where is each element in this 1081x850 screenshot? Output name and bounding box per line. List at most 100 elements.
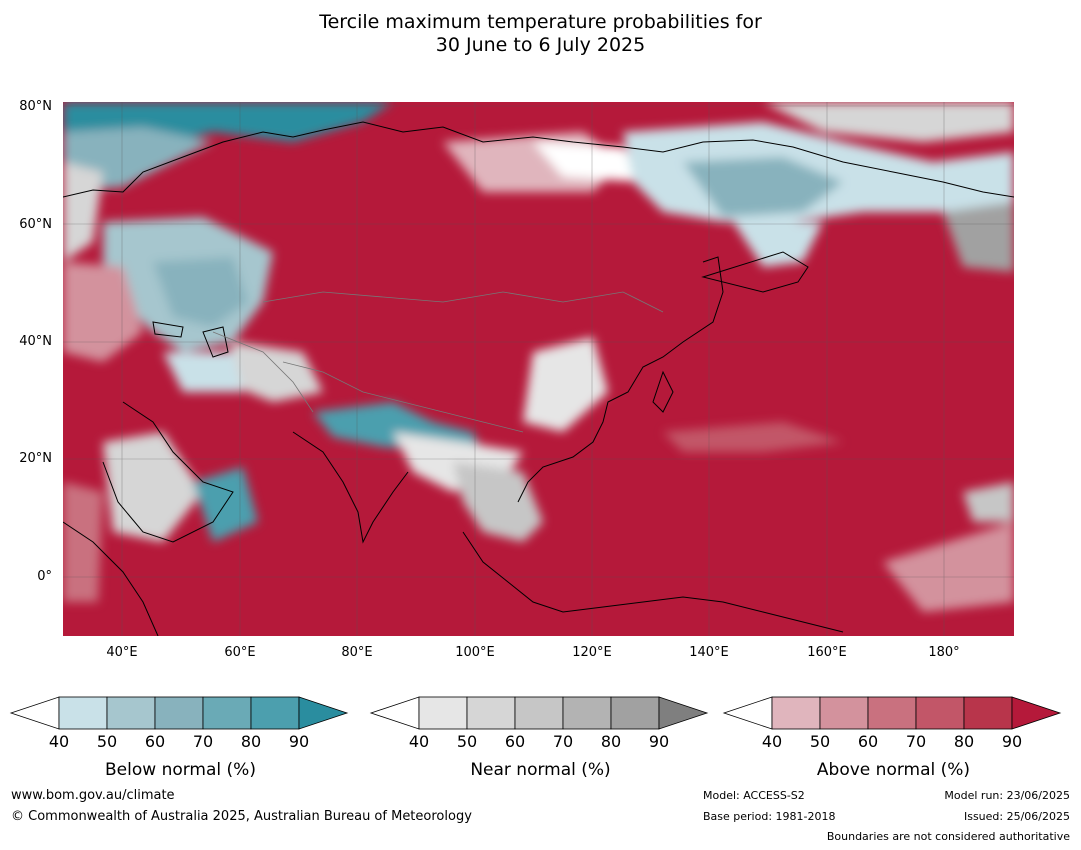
west-europe-near-region	[63, 162, 103, 262]
east-siberia-below-core	[683, 157, 843, 217]
above-legend-tick: 50	[810, 732, 830, 751]
border-line-1	[262, 291, 664, 313]
above-normal-colorbar: 40 50 60 70 80 90	[722, 696, 1062, 751]
below-legend-low-extension	[9, 696, 60, 730]
arctic-east-near-region	[763, 102, 1014, 142]
above-legend-high-extension	[1011, 696, 1062, 730]
map-layer	[63, 102, 1014, 636]
lon-label-180: 180°	[928, 645, 960, 660]
border-line-3	[212, 331, 314, 413]
arctic-coastline	[63, 121, 1014, 198]
lon-label-40e: 40°E	[106, 645, 138, 660]
near-legend-tick: 80	[601, 732, 621, 751]
issued-date: Issued: 25/06/2025	[963, 810, 1070, 823]
above-legend-tick: 60	[858, 732, 878, 751]
above-legend-tick: 70	[906, 732, 926, 751]
near-legend-high-extension	[658, 696, 709, 730]
near-normal-legend-title: Near normal (%)	[470, 760, 611, 780]
coastlines	[63, 121, 1014, 636]
maritime-coastline	[462, 531, 844, 633]
pacific-band-region	[663, 422, 843, 452]
caspian-coastline	[202, 326, 229, 358]
bering-near-region	[943, 202, 1014, 272]
arabia-coastline	[102, 401, 234, 543]
lon-label-140e: 140°E	[689, 645, 729, 660]
lat-label-60n: 60°N	[19, 217, 52, 232]
near-legend-bin-5	[610, 696, 660, 730]
map-title-line2: 30 June to 6 July 2025	[435, 34, 646, 56]
above-legend-tick: 90	[1002, 732, 1022, 751]
north-china-near-region	[523, 337, 608, 432]
near-legend-tick: 60	[505, 732, 525, 751]
lon-label-120e: 120°E	[572, 645, 612, 660]
near-legend-bin-3	[514, 696, 564, 730]
below-legend-tick: 80	[241, 732, 261, 751]
below-normal-colorbar: 40 50 60 70 80 90	[9, 696, 349, 751]
near-legend-low-extension	[369, 696, 420, 730]
lat-label-80n: 80°N	[19, 99, 52, 114]
below-legend-bin-3	[154, 696, 204, 730]
above-legend-tick: 80	[954, 732, 974, 751]
east-europe-above-light	[63, 262, 143, 362]
below-legend-tick: 60	[145, 732, 165, 751]
east-asia-coastline	[517, 256, 724, 503]
boundaries-disclaimer: Boundaries are not considered authoritat…	[826, 830, 1070, 843]
lon-label-160e: 160°E	[807, 645, 847, 660]
below-legend-high-extension	[298, 696, 349, 730]
kazakh-below-core	[153, 257, 248, 327]
below-legend-tick: 70	[193, 732, 213, 751]
near-legend-tick: 70	[553, 732, 573, 751]
near-legend-bin-2	[466, 696, 516, 730]
africa-coastline	[63, 521, 159, 636]
below-legend-tick: 90	[289, 732, 309, 751]
website-link[interactable]: www.bom.gov.au/climate	[11, 788, 175, 803]
above-legend-low-extension	[722, 696, 773, 730]
above-legend-bin-3	[867, 696, 917, 730]
above-legend-bin-1	[771, 696, 821, 730]
above-legend-tick: 40	[762, 732, 782, 751]
forecast-map	[63, 102, 1014, 636]
lat-label-40n: 40°N	[19, 334, 52, 349]
near-legend-tick: 40	[409, 732, 429, 751]
india-coastline	[292, 431, 409, 544]
okhotsk-below-region	[733, 222, 823, 267]
below-legend-bin-5	[250, 696, 300, 730]
base-period: Base period: 1981-2018	[703, 810, 836, 823]
lon-label-100e: 100°E	[455, 645, 495, 660]
above-legend-bin-2	[819, 696, 869, 730]
siberia-neutral-region	[533, 142, 643, 182]
lon-label-60e: 60°E	[224, 645, 256, 660]
kamchatka-coastline	[701, 251, 809, 293]
above-legend-bin-5	[963, 696, 1013, 730]
graticule	[63, 102, 1014, 636]
map-title-line1: Tercile maximum temperature probabilitie…	[319, 11, 762, 33]
near-normal-colorbar: 40 50 60 70 80 90	[369, 696, 709, 751]
near-legend-tick: 50	[457, 732, 477, 751]
turkey-below-light	[163, 352, 243, 392]
pacific-near-region	[963, 482, 1014, 522]
near-legend-bin-1	[418, 696, 468, 730]
above-legend-bin-4	[915, 696, 965, 730]
below-legend-tick: 40	[49, 732, 69, 751]
below-legend-bin-1	[58, 696, 108, 730]
indochina-near-region	[453, 462, 543, 542]
below-legend-tick: 50	[97, 732, 117, 751]
below-legend-bin-4	[202, 696, 252, 730]
lat-label-20n: 20°N	[19, 451, 52, 466]
model-name: Model: ACCESS-S2	[703, 789, 805, 802]
below-normal-legend-title: Below normal (%)	[105, 760, 256, 780]
black-sea-coastline	[152, 321, 184, 338]
japan-coastline	[652, 370, 674, 413]
below-legend-bin-2	[106, 696, 156, 730]
lon-label-80e: 80°E	[341, 645, 373, 660]
pacific-above-light	[883, 522, 1014, 612]
africa-above-light	[63, 482, 103, 602]
horn-of-africa-below-region	[193, 467, 258, 542]
lat-label-equator: 0°	[37, 569, 52, 584]
border-line-2	[282, 361, 524, 433]
model-run-date: Model run: 23/06/2025	[944, 789, 1070, 802]
near-legend-tick: 90	[649, 732, 669, 751]
copyright-text: © Commonwealth of Australia 2025, Austra…	[11, 809, 472, 824]
above-normal-legend-title: Above normal (%)	[816, 760, 971, 780]
iran-near-region	[223, 342, 323, 402]
